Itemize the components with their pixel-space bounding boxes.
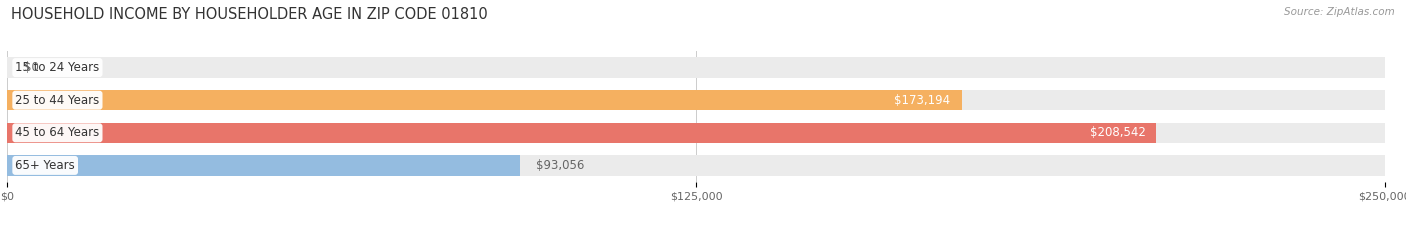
Text: $93,056: $93,056 [537,159,585,172]
Text: 65+ Years: 65+ Years [15,159,75,172]
Text: 25 to 44 Years: 25 to 44 Years [15,94,100,107]
Bar [7,90,962,110]
Text: $208,542: $208,542 [1090,126,1146,139]
Text: 45 to 64 Years: 45 to 64 Years [15,126,100,139]
Bar [7,58,1385,78]
Bar [7,155,1385,175]
Text: $0: $0 [24,61,38,74]
Bar [7,123,1156,143]
Text: 15 to 24 Years: 15 to 24 Years [15,61,100,74]
Bar [7,155,520,175]
Bar [7,90,1385,110]
Bar [7,123,1385,143]
Text: HOUSEHOLD INCOME BY HOUSEHOLDER AGE IN ZIP CODE 01810: HOUSEHOLD INCOME BY HOUSEHOLDER AGE IN Z… [11,7,488,22]
Text: Source: ZipAtlas.com: Source: ZipAtlas.com [1284,7,1395,17]
Text: $173,194: $173,194 [894,94,950,107]
